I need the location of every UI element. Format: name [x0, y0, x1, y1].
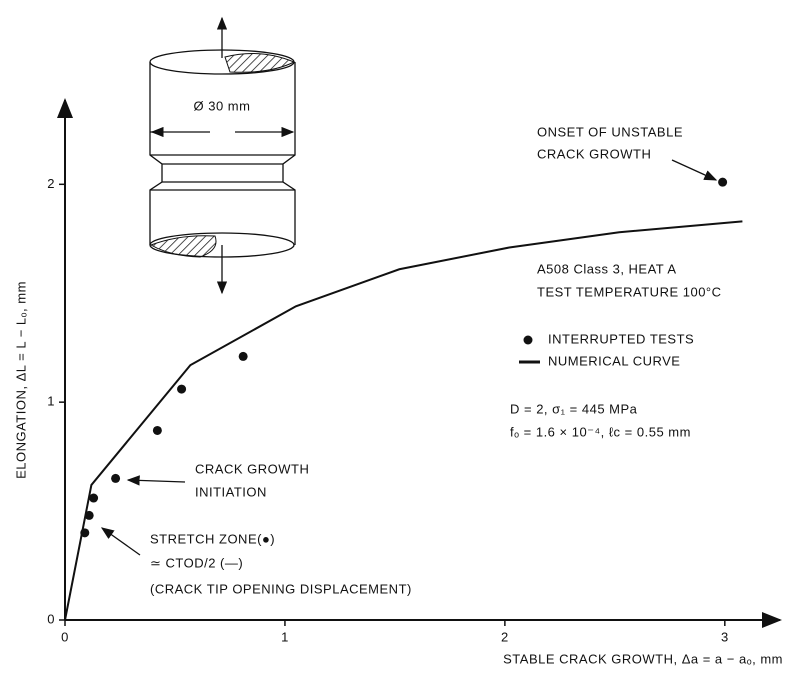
- annotation: Ø 30 mm: [194, 98, 251, 113]
- x-tick-label: 2: [501, 629, 509, 644]
- y-axis-label: ELONGATION, ΔL = L − Lₒ, mm: [13, 281, 28, 479]
- annotation: A508 Class 3, HEAT A: [537, 261, 677, 276]
- annotation: INITIATION: [195, 484, 267, 499]
- annotation: STRETCH ZONE(●): [150, 531, 275, 546]
- annotation: D = 2, σ₁ = 445 MPa: [510, 401, 638, 416]
- y-tick-label: 0: [47, 611, 55, 626]
- y-tick-label: 1: [47, 394, 55, 409]
- data-point: [152, 425, 162, 435]
- data-point: [89, 493, 99, 503]
- data-point: [111, 473, 121, 483]
- annotation: ≃ CTOD/2 (—): [150, 555, 243, 570]
- x-axis-label: STABLE CRACK GROWTH, Δa = a − aₒ, mm: [503, 651, 783, 666]
- annotation: CRACK GROWTH: [537, 146, 651, 161]
- data-point: [238, 351, 248, 361]
- data-point: [177, 384, 187, 394]
- annotation: ONSET OF UNSTABLE: [537, 124, 683, 139]
- specimen-drawing: [149, 16, 296, 295]
- x-tick-label: 1: [281, 629, 289, 644]
- legend-label: INTERRUPTED TESTS: [548, 331, 694, 346]
- x-tick-label: 0: [61, 629, 69, 644]
- data-point: [718, 177, 728, 187]
- x-tick-label: 3: [721, 629, 729, 644]
- y-tick-label: 2: [47, 176, 55, 191]
- numerical-curve: [64, 220, 743, 621]
- legend-label: NUMERICAL CURVE: [548, 353, 680, 368]
- annotation: fₒ = 1.6 × 10⁻⁴, ℓc = 0.55 mm: [510, 424, 691, 439]
- annotation: (CRACK TIP OPENING DISPLACEMENT): [150, 581, 412, 596]
- legend-marker: [523, 335, 533, 345]
- annotation: TEST TEMPERATURE 100°C: [537, 284, 722, 299]
- annotation: CRACK GROWTH: [195, 461, 309, 476]
- data-point: [84, 510, 94, 520]
- annotation-arrow: [671, 159, 718, 181]
- annotation-arrow: [100, 527, 141, 556]
- annotation-arrow: [126, 475, 186, 486]
